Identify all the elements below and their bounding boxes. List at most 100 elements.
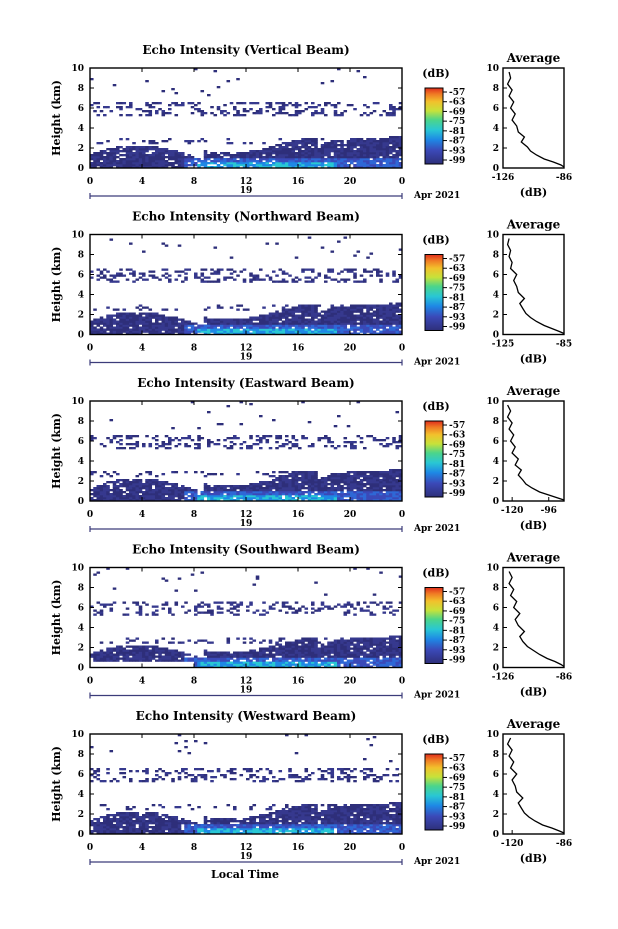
echo-cell — [317, 322, 322, 325]
echo-cell — [385, 483, 390, 486]
echo-cell — [356, 485, 361, 488]
echo-cell — [311, 144, 315, 147]
echo-cell — [382, 499, 387, 502]
echo-cell — [385, 140, 390, 143]
echo-cell — [164, 316, 169, 319]
echo-cell — [112, 483, 117, 486]
echo-cell — [268, 665, 273, 668]
echo-cell — [174, 308, 179, 311]
echo-cell — [164, 579, 169, 582]
echo-cell — [298, 322, 302, 325]
echo-cell — [288, 653, 292, 656]
echo-cell — [275, 659, 279, 662]
echo-cell — [259, 415, 263, 418]
echo-cell — [275, 483, 279, 486]
echo-cell — [236, 657, 240, 660]
echo-cell — [213, 328, 218, 331]
echo-cell — [392, 322, 396, 325]
echo-cell — [372, 477, 377, 480]
echo-cell — [343, 611, 348, 614]
echo-cell — [129, 158, 133, 161]
echo-cell — [307, 445, 312, 448]
echo-cell — [93, 166, 97, 169]
echo-cell — [252, 583, 257, 586]
echo-cell — [242, 156, 247, 159]
echo-cell — [158, 326, 162, 329]
echo-cell — [171, 637, 175, 640]
echo-cell — [164, 326, 169, 329]
echo-cell — [333, 322, 338, 325]
echo-cell — [210, 653, 214, 656]
echo-cell — [275, 242, 279, 245]
echo-cell — [333, 647, 338, 650]
colorbar-label: -81 — [449, 293, 465, 303]
echo-cell — [194, 491, 198, 494]
echo-cell — [372, 332, 377, 335]
echo-cell — [304, 152, 309, 155]
echo-cell — [366, 489, 370, 492]
echo-cell — [239, 495, 244, 498]
echo-cell — [151, 106, 156, 109]
echo-cell — [233, 270, 237, 273]
echo-cell — [395, 146, 400, 149]
echo-cell — [200, 330, 205, 333]
echo-cell — [340, 477, 344, 480]
echo-cell — [294, 445, 299, 448]
echo-cell — [301, 663, 305, 666]
echo-cell — [220, 493, 224, 496]
echo-cell — [106, 148, 110, 151]
echo-cell — [210, 324, 214, 327]
echo-cell — [96, 142, 101, 145]
echo-cell — [252, 160, 257, 163]
echo-cell — [311, 639, 315, 642]
echo-cell — [369, 661, 374, 664]
echo-cell — [129, 242, 133, 245]
echo-cell — [298, 649, 302, 652]
echo-cell — [181, 318, 185, 321]
echo-cell — [311, 659, 315, 662]
echo-cell — [207, 162, 211, 165]
echo-cell — [275, 312, 279, 315]
echo-cell — [392, 110, 396, 113]
echo-cell — [337, 641, 341, 644]
echo-cell — [301, 471, 305, 474]
echo-cell — [138, 320, 143, 323]
echo-cell — [148, 112, 153, 115]
echo-cell — [132, 166, 136, 169]
echo-cell — [213, 657, 218, 660]
echo-cell — [93, 332, 97, 335]
echo-cell — [281, 330, 286, 333]
echo-cell — [171, 324, 175, 327]
echo-cell — [216, 657, 221, 660]
echo-cell — [135, 649, 140, 652]
echo-cell — [99, 487, 104, 490]
echo-cell — [356, 314, 361, 317]
echo-cell — [229, 495, 234, 498]
echo-cell — [132, 657, 136, 660]
echo-cell — [372, 160, 377, 163]
echo-cell — [197, 427, 201, 430]
echo-cell — [372, 158, 377, 161]
echo-cell — [252, 330, 257, 333]
echo-cell — [350, 306, 354, 309]
echo-cell — [389, 136, 393, 139]
echo-cell — [343, 322, 348, 325]
echo-cell — [340, 320, 344, 323]
echo-cell — [236, 637, 240, 640]
echo-cell — [294, 651, 299, 654]
echo-cell — [298, 104, 302, 107]
echo-cell — [132, 332, 136, 335]
echo-cell — [246, 308, 250, 311]
echo-cell — [330, 657, 335, 660]
echo-cell — [213, 326, 218, 329]
echo-cell — [350, 144, 354, 147]
echo-cell — [340, 499, 344, 502]
echo-cell — [236, 110, 240, 113]
echo-cell — [268, 481, 273, 484]
echo-cell — [327, 651, 331, 654]
echo-cell — [311, 485, 315, 488]
echo-cell — [359, 274, 364, 277]
echo-cell — [216, 605, 221, 608]
month-year-label: Apr 2021 — [413, 191, 460, 201]
echo-cell — [340, 487, 344, 490]
